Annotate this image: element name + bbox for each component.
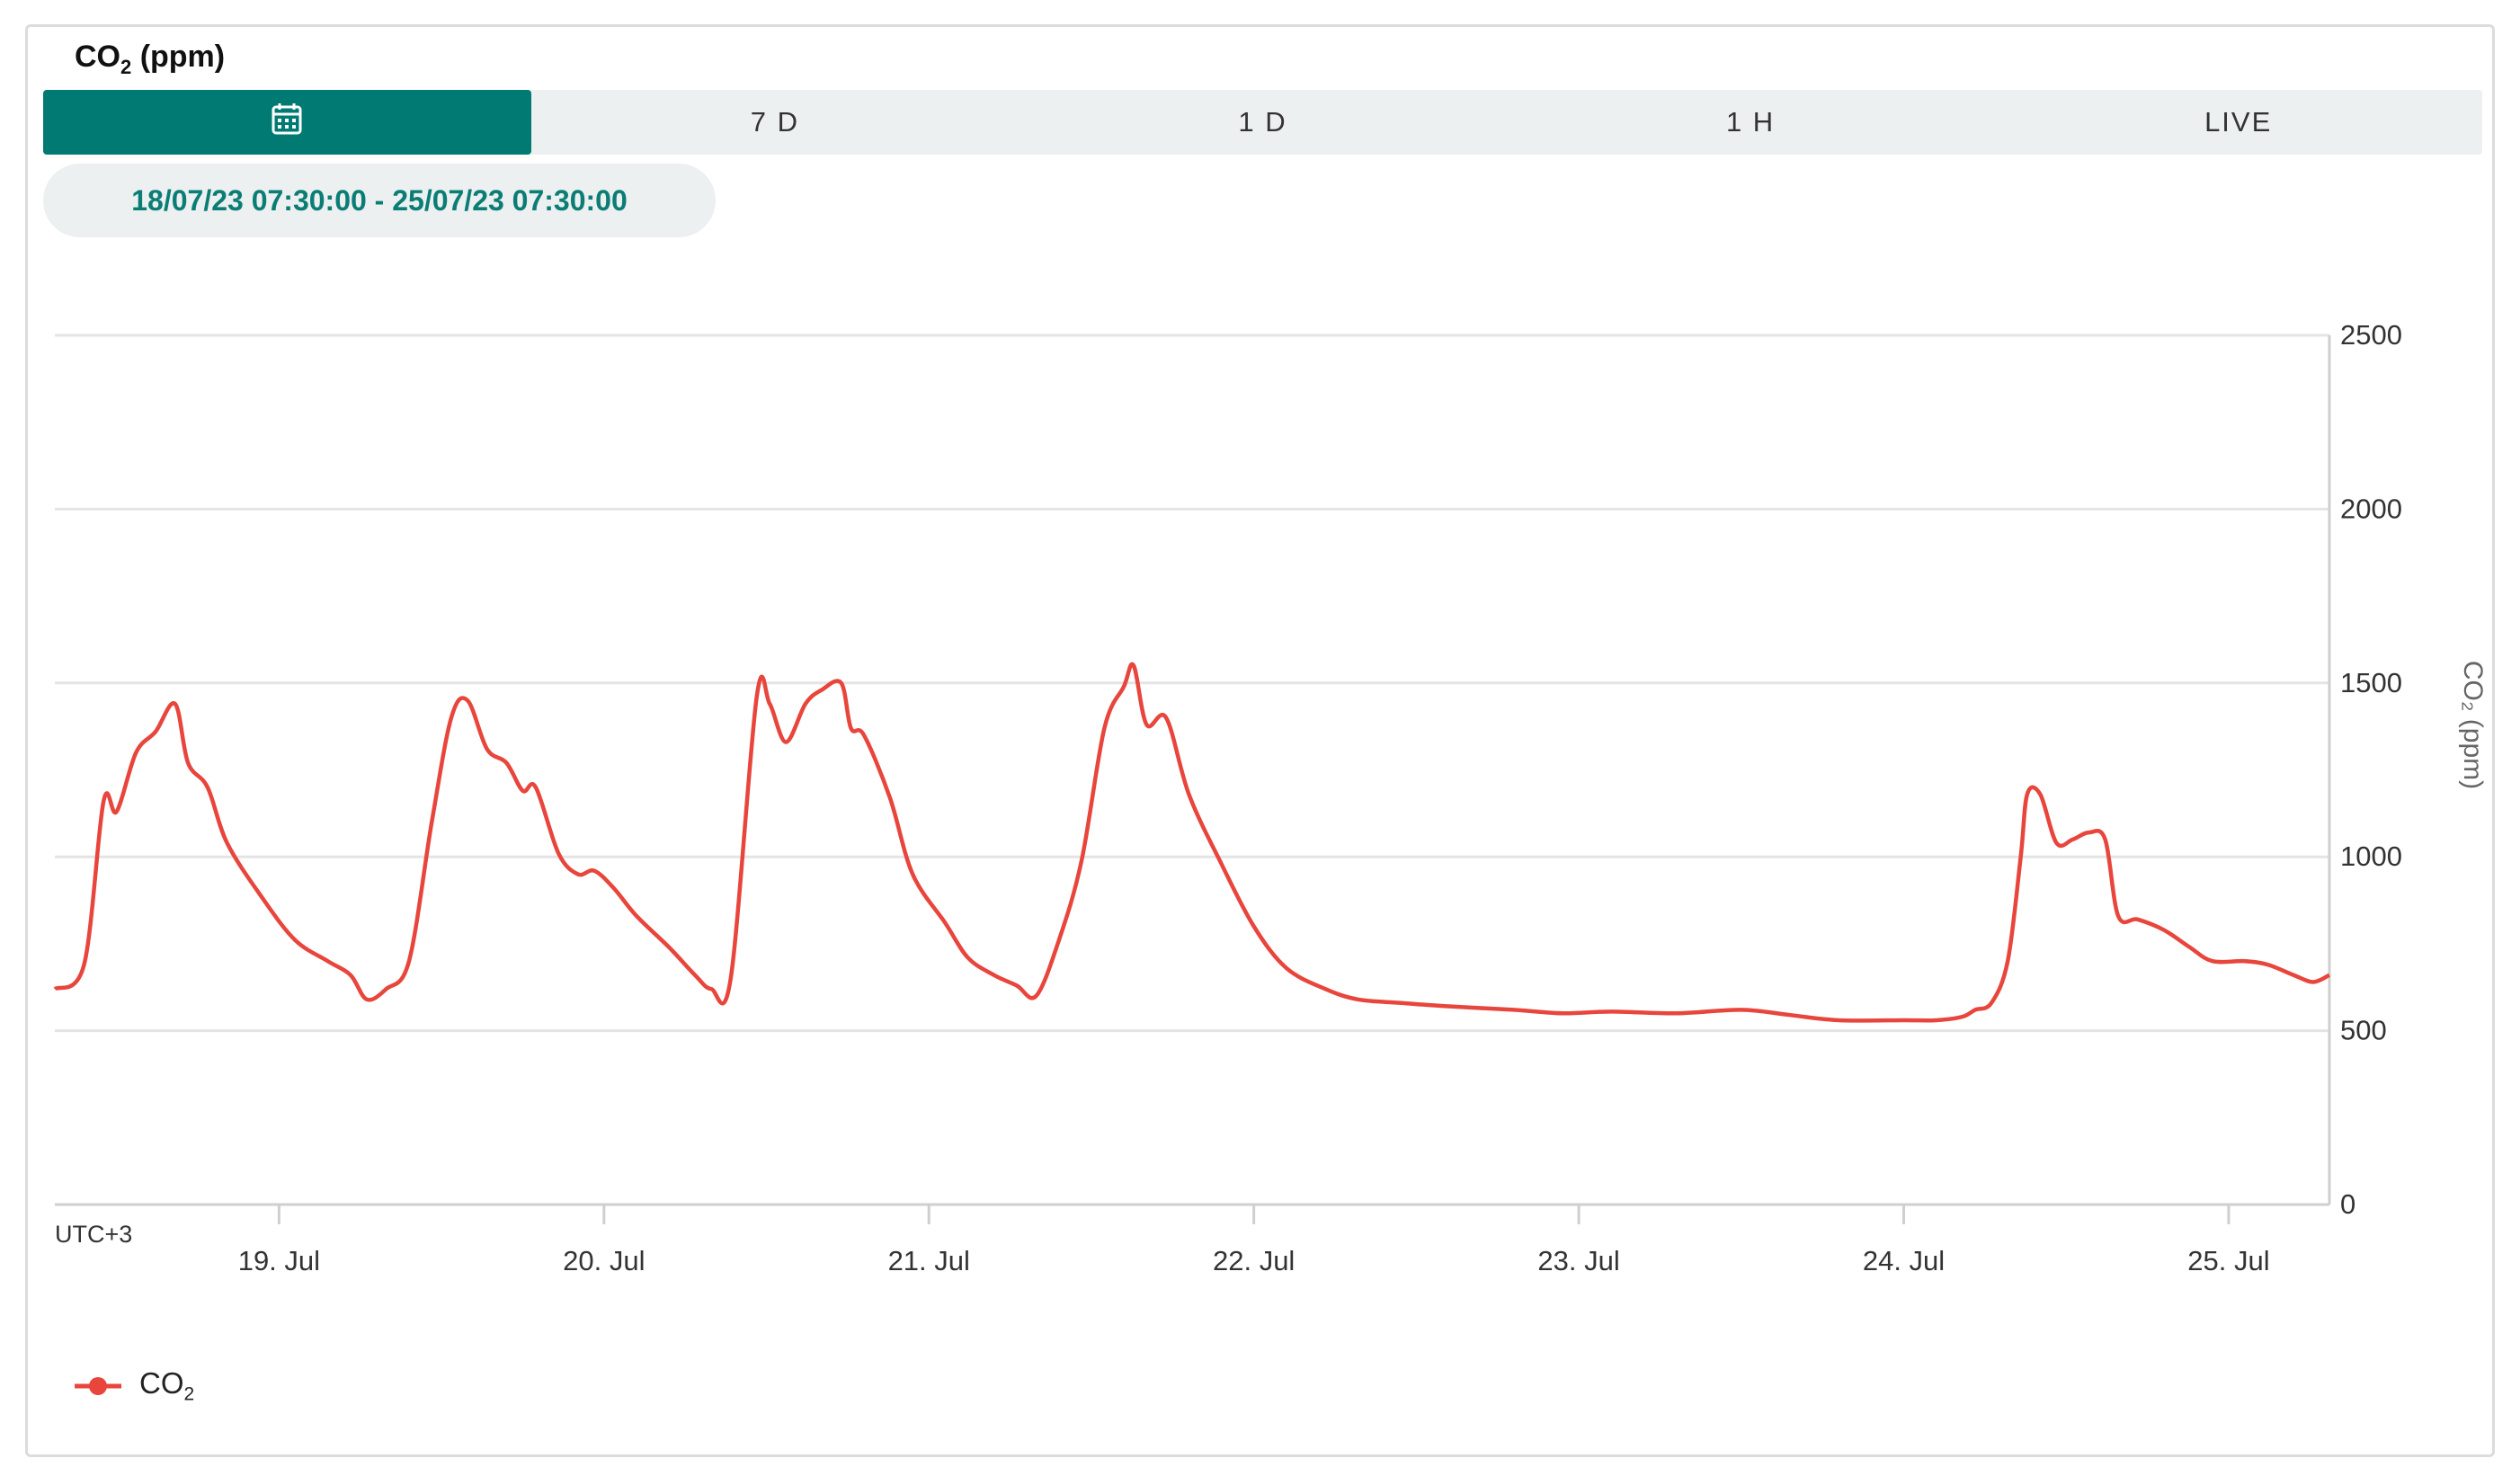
calendar-icon bbox=[271, 102, 303, 143]
y-tick-label: 500 bbox=[2340, 1015, 2387, 1046]
tab-1d[interactable]: 1 D bbox=[1238, 106, 1287, 138]
x-tick-label: 21. Jul bbox=[888, 1245, 970, 1276]
x-tick-label: 19. Jul bbox=[238, 1245, 320, 1276]
date-range-text: 18/07/23 07:30:00 - 25/07/23 07:30:00 bbox=[131, 183, 628, 217]
tab-live[interactable]: LIVE bbox=[2204, 106, 2273, 138]
time-range-tabs: 7 D 1 D 1 H LIVE bbox=[43, 90, 2482, 155]
y-tick-label: 1000 bbox=[2340, 840, 2402, 872]
series-line-co2[interactable] bbox=[53, 662, 2331, 1023]
tab-custom-range[interactable] bbox=[43, 90, 531, 155]
legend-item-co2[interactable]: CO2 bbox=[73, 1366, 194, 1406]
x-tick-label: 20. Jul bbox=[563, 1245, 645, 1276]
chart-title: CO2 (ppm) bbox=[75, 40, 226, 78]
timezone-label: UTC+3 bbox=[55, 1221, 132, 1248]
y-tick-label: 2500 bbox=[2340, 319, 2402, 351]
chart-card: CO2 (ppm) 7 D 1 D 1 H LIVE 18/07/23 07:3… bbox=[25, 24, 2495, 1457]
y-axis-label: CO₂ (ppm) bbox=[2458, 661, 2488, 789]
co2-chart: 0 500 1000 1500 2000 2500 19. Jul 20. Jul 21. J… bbox=[53, 319, 2488, 1276]
date-range-pill[interactable]: 18/07/23 07:30:00 - 25/07/23 07:30:00 bbox=[43, 164, 716, 237]
y-tick-label: 1500 bbox=[2340, 667, 2402, 698]
x-tick-label: 24. Jul bbox=[1863, 1245, 1945, 1276]
legend-marker bbox=[75, 1376, 121, 1395]
y-tick-label: 2000 bbox=[2340, 493, 2402, 524]
x-tick-label: 22. Jul bbox=[1213, 1245, 1295, 1276]
x-tick-label: 25. Jul bbox=[2187, 1245, 2269, 1276]
tab-7d[interactable]: 7 D bbox=[750, 106, 800, 138]
tab-1h[interactable]: 1 H bbox=[1725, 106, 1776, 138]
x-tick-label: 23. Jul bbox=[1537, 1245, 1619, 1276]
y-tick-label: 0 bbox=[2340, 1188, 2355, 1220]
legend-label: CO2 bbox=[139, 1366, 195, 1405]
